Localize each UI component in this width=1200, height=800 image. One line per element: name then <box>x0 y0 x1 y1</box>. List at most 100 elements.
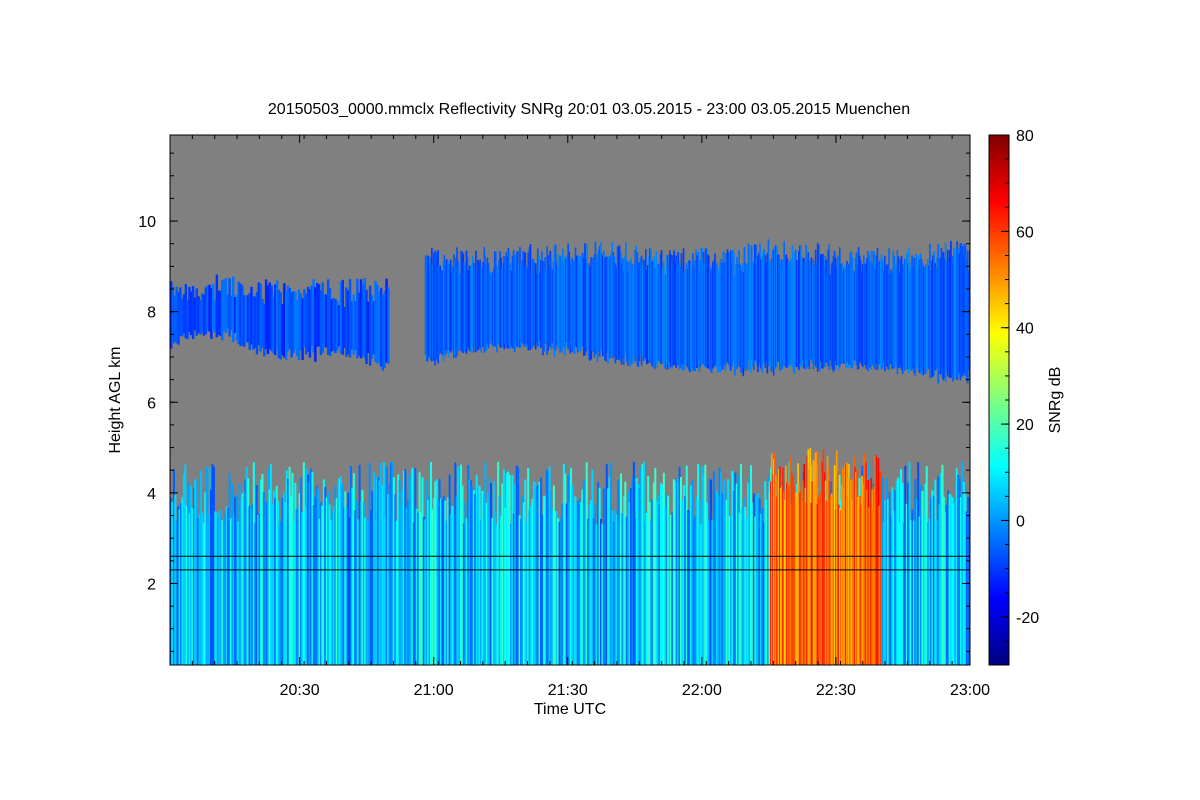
heatmap-cell <box>575 255 578 348</box>
heatmap-cell <box>814 249 817 367</box>
heatmap-cell <box>427 256 430 356</box>
heatmap-cell <box>614 509 617 665</box>
heatmap-cell <box>724 481 727 665</box>
heatmap-cell <box>630 258 632 365</box>
heatmap-cell <box>204 287 208 334</box>
heatmap-cell <box>915 498 918 665</box>
heatmap-cell <box>215 512 218 665</box>
heatmap-cell <box>850 251 853 369</box>
heatmap-cell <box>535 486 538 665</box>
heatmap-cell <box>640 255 643 366</box>
heatmap-cell <box>218 510 221 665</box>
heatmap-cell <box>798 251 800 371</box>
heatmap-cell <box>805 502 808 665</box>
heatmap-cell <box>496 266 498 353</box>
heatmap-cell <box>862 264 864 367</box>
heatmap-cell <box>669 250 671 362</box>
heatmap-cell <box>199 299 202 335</box>
heatmap-cell <box>789 456 791 665</box>
heatmap-cell <box>823 472 826 665</box>
heatmap-cell <box>577 255 580 353</box>
heatmap-cell <box>457 466 460 665</box>
heatmap-cell <box>191 286 195 339</box>
heatmap-cell <box>504 256 507 345</box>
heatmap-cell <box>718 271 720 372</box>
heatmap-cell <box>275 485 278 665</box>
heatmap-cell <box>511 255 514 349</box>
heatmap-cell <box>552 485 555 665</box>
heatmap-cell <box>414 467 417 665</box>
heatmap-cell <box>619 251 622 362</box>
heatmap-cell <box>440 498 443 665</box>
heatmap-cell <box>325 497 328 665</box>
heatmap-cell <box>305 469 308 665</box>
heatmap-cell <box>861 475 863 665</box>
heatmap-cell <box>757 255 759 373</box>
heatmap-cell <box>285 470 288 665</box>
heatmap-cell <box>911 509 914 665</box>
heatmap-cell <box>261 298 264 349</box>
heatmap-cell <box>822 449 825 665</box>
heatmap-cell <box>910 520 913 665</box>
heatmap-cell <box>829 495 832 665</box>
heatmap-cell <box>889 273 891 365</box>
heatmap-cell <box>869 261 871 368</box>
heatmap-cell <box>275 280 279 350</box>
heatmap-cell <box>911 255 913 371</box>
heatmap-cell <box>546 246 549 355</box>
heatmap-cell <box>410 478 413 665</box>
heatmap-cell <box>878 505 881 665</box>
heatmap-cell <box>688 512 691 665</box>
heatmap-cell <box>504 507 507 665</box>
heatmap-cell <box>571 258 574 353</box>
heatmap-cell <box>734 472 737 665</box>
heatmap-cell <box>470 268 473 353</box>
heatmap-cell <box>609 256 611 359</box>
heatmap-cell <box>487 493 490 665</box>
heatmap-cell <box>177 291 180 345</box>
heatmap-cell <box>894 259 897 365</box>
heatmap-cell <box>383 291 386 369</box>
heatmap-cell <box>477 486 480 665</box>
heatmap-cell <box>481 490 484 665</box>
heatmap-cell <box>272 490 275 665</box>
heatmap-cell <box>849 252 852 366</box>
heatmap-cell <box>787 482 789 665</box>
heatmap-cell <box>628 502 631 665</box>
heatmap-cell <box>501 483 504 665</box>
heatmap-cell <box>752 262 755 371</box>
heatmap-cell <box>459 274 461 350</box>
heatmap-cell <box>742 272 745 377</box>
heatmap-cell <box>601 523 604 665</box>
heatmap-cell <box>537 484 540 665</box>
heatmap-cell <box>631 263 633 364</box>
heatmap-cell <box>872 507 875 665</box>
heatmap-cell <box>337 305 341 347</box>
heatmap-cell <box>631 476 634 665</box>
reflectivity-heatmap <box>170 239 970 665</box>
heatmap-cell <box>481 267 484 347</box>
heatmap-cell <box>499 251 501 348</box>
heatmap-cell <box>224 278 228 333</box>
heatmap-cell <box>658 267 661 362</box>
heatmap-cell <box>838 508 841 665</box>
heatmap-cell <box>804 487 807 665</box>
heatmap-cell <box>853 455 855 665</box>
heatmap-cell <box>922 516 925 665</box>
colorbar-label: SNRg dB <box>1047 367 1064 434</box>
heatmap-cell <box>677 478 680 665</box>
heatmap-cell <box>781 485 783 665</box>
heatmap-cell <box>270 463 273 665</box>
heatmap-cell <box>175 286 178 344</box>
heatmap-cell <box>582 479 585 665</box>
heatmap-cell <box>652 260 654 368</box>
heatmap-cell <box>649 248 651 363</box>
heatmap-cell <box>854 257 857 361</box>
heatmap-cell <box>768 260 771 362</box>
heatmap-cell <box>384 516 387 665</box>
heatmap-cell <box>219 290 222 337</box>
heatmap-cell <box>436 251 438 359</box>
heatmap-cell <box>292 521 295 665</box>
heatmap-cell <box>751 259 754 367</box>
heatmap-cell <box>452 266 454 349</box>
